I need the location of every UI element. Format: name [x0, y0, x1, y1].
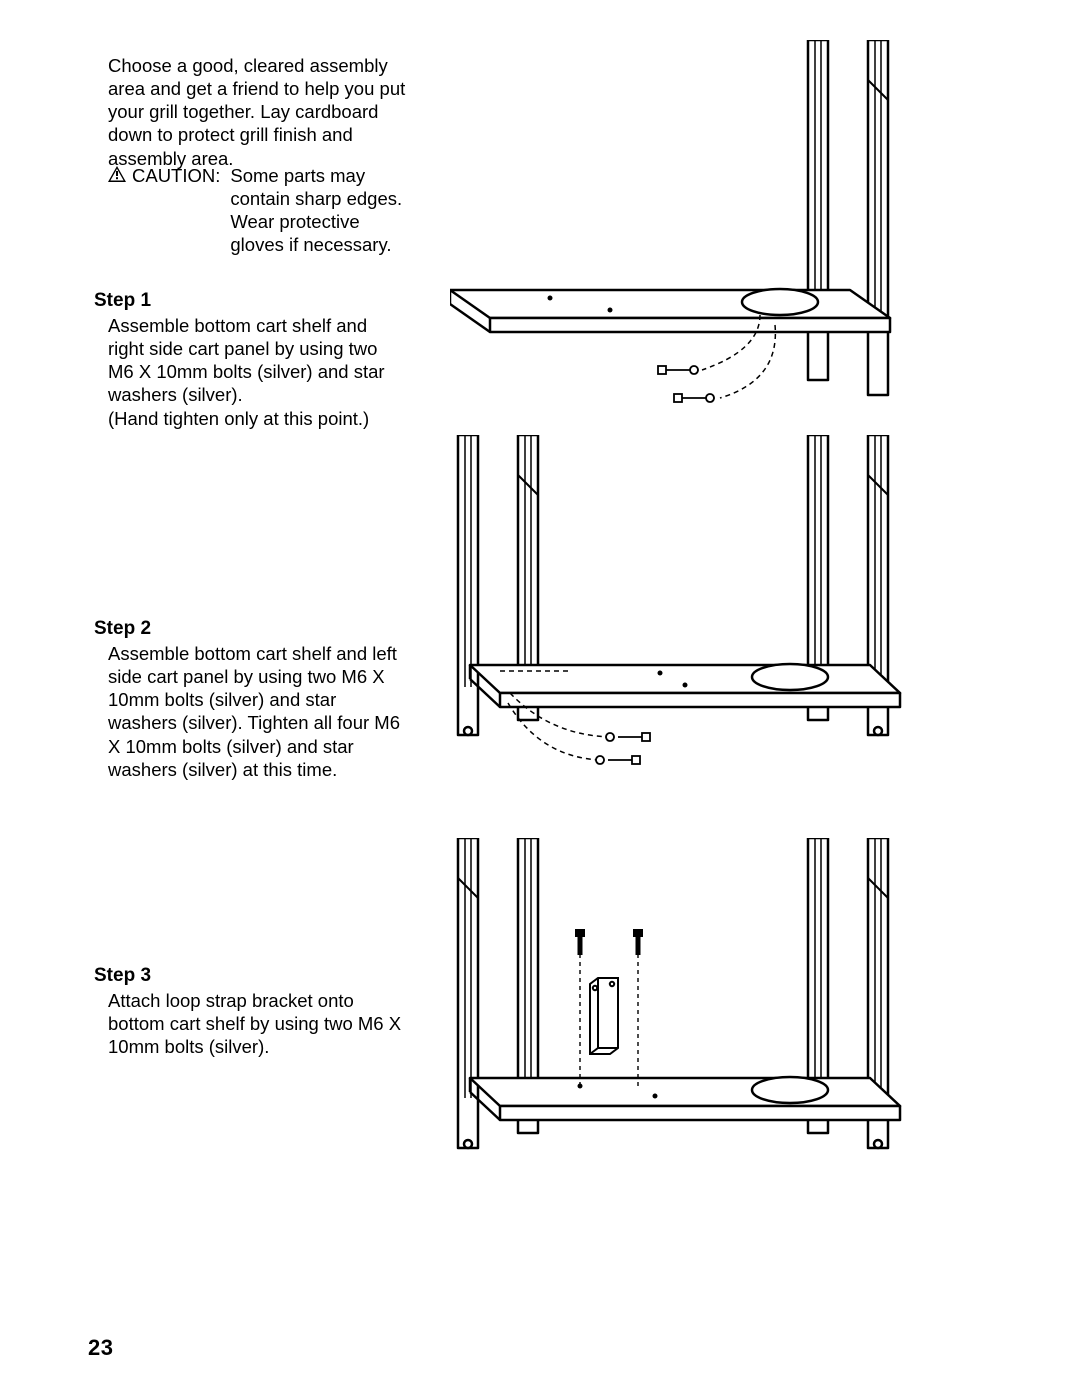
step-3-block: Step 3 Attach loop strap bracket onto bo… [108, 965, 408, 1058]
figure-step-1 [450, 40, 920, 430]
page-number: 23 [88, 1335, 113, 1361]
step-1-title: Step 1 [94, 290, 408, 312]
step-1-block: Step 1 Assemble bottom cart shelf and ri… [108, 290, 408, 430]
caution-label: CAUTION: [132, 164, 220, 187]
step-3-body: Attach loop strap bracket onto bottom ca… [108, 989, 408, 1058]
figure-step-3 [450, 838, 920, 1168]
step-3-title: Step 3 [94, 965, 408, 987]
intro-paragraph: Choose a good, cleared assembly area and… [108, 54, 408, 170]
caution-text: Some parts may contain sharp edges. Wear… [230, 164, 408, 257]
step-2-body: Assemble bottom cart shelf and left side… [108, 642, 408, 781]
assembly-manual-page: Choose a good, cleared assembly area and… [0, 0, 1080, 1397]
step-2-title: Step 2 [94, 618, 408, 640]
warning-icon [108, 166, 126, 182]
caution-block: CAUTION: Some parts may contain sharp ed… [108, 164, 408, 257]
step-1-body: Assemble bottom cart shelf and right sid… [108, 314, 408, 430]
figure-step-2 [450, 435, 920, 815]
step-2-block: Step 2 Assemble bottom cart shelf and le… [108, 618, 408, 781]
